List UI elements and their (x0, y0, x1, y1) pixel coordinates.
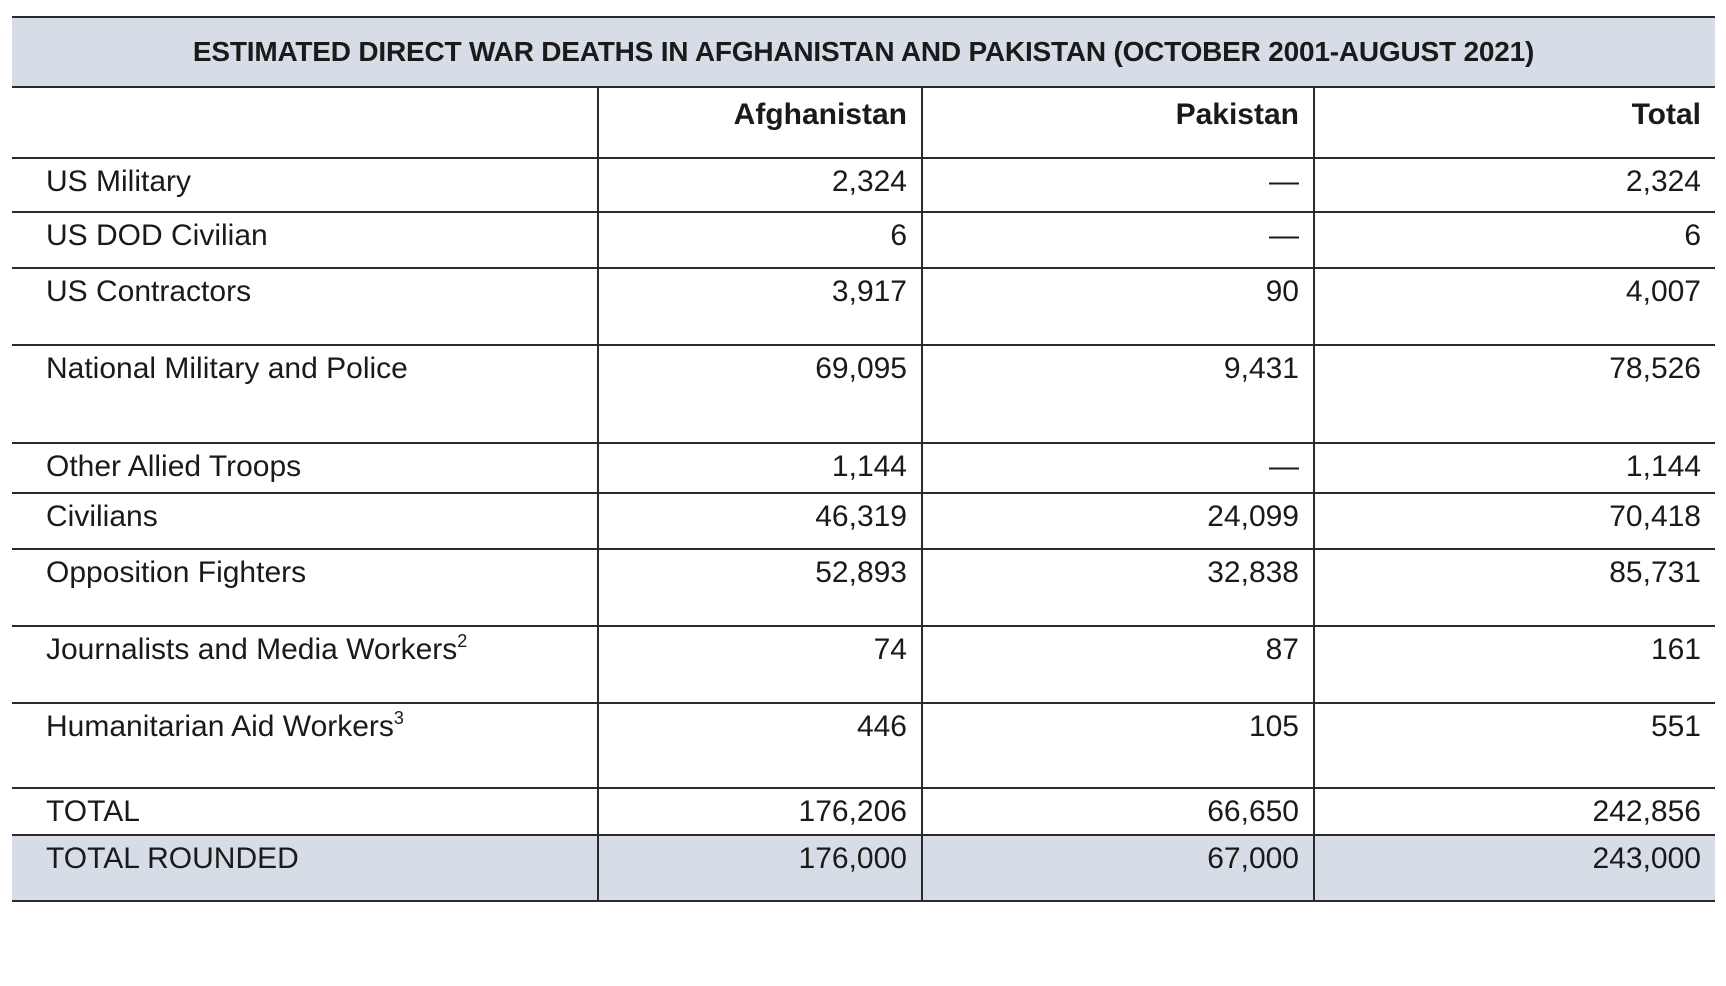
row-label-text: US Military (46, 165, 192, 198)
table-row: US DOD Civilian 6—6 (12, 211, 1715, 269)
table-row: Civilians 46,319 24,099 70,418 (12, 492, 1715, 550)
row-label-text: TOTAL (46, 795, 140, 828)
cell-pakistan: 87 (921, 625, 1315, 704)
table-row: US Military 2,324—2,324 (12, 157, 1715, 213)
cell-total: 243,000 (1313, 834, 1715, 902)
row-label: Journalists and Media Workers2 (12, 625, 599, 704)
row-label: Humanitarian Aid Workers3 (12, 702, 599, 789)
cell-afghanistan: 74 (597, 625, 923, 704)
row-label-text: Humanitarian Aid Workers (46, 710, 394, 743)
cell-total: 70,418 (1313, 492, 1715, 550)
column-header-afghanistan: Afghanistan (597, 86, 923, 159)
row-label-text: TOTAL ROUNDED (46, 842, 299, 875)
cell-afghanistan: 3,917 (597, 267, 923, 346)
table-row: Journalists and Media Workers2 74 87 161 (12, 625, 1715, 704)
cell-total: 551 (1313, 702, 1715, 789)
cell-pakistan: 67,000 (921, 834, 1315, 902)
cell-pakistan: — (921, 442, 1315, 494)
row-label: US Contractors (12, 267, 599, 346)
row-label: TOTAL ROUNDED (12, 834, 599, 902)
row-label-text: US DOD Civilian (46, 219, 268, 252)
cell-total: 2,324 (1313, 157, 1715, 213)
cell-total: 161 (1313, 625, 1715, 704)
row-label-text: US Contractors (46, 275, 252, 308)
row-label: Civilians (12, 492, 599, 550)
cell-afghanistan: 1,144 (597, 442, 923, 494)
cell-afghanistan: 2,324 (597, 157, 923, 213)
table-title: ESTIMATED DIRECT WAR DEATHS IN AFGHANIST… (12, 16, 1715, 88)
row-label: Opposition Fighters (12, 548, 599, 627)
cell-pakistan: 32,838 (921, 548, 1315, 627)
cell-pakistan: 66,650 (921, 787, 1315, 836)
war-deaths-table: ESTIMATED DIRECT WAR DEATHS IN AFGHANIST… (12, 16, 1715, 902)
cell-pakistan: 90 (921, 267, 1315, 346)
table-row: Humanitarian Aid Workers3 446 105 551 (12, 702, 1715, 789)
cell-afghanistan: 52,893 (597, 548, 923, 627)
footnote-marker: 2 (457, 631, 468, 651)
cell-afghanistan: 176,206 (597, 787, 923, 836)
table-row: US Contractors 3,917 90 4,007 (12, 267, 1715, 346)
row-label-text: Opposition Fighters (46, 556, 307, 589)
row-label: Other Allied Troops (12, 442, 599, 494)
cell-pakistan: 24,099 (921, 492, 1315, 550)
footnote-marker: 3 (393, 708, 404, 728)
cell-afghanistan: 446 (597, 702, 923, 789)
cell-total: 242,856 (1313, 787, 1715, 836)
cell-total: 4,007 (1313, 267, 1715, 346)
cell-afghanistan: 69,095 (597, 344, 923, 444)
row-label: US DOD Civilian (12, 211, 599, 269)
table-row: Opposition Fighters 52,893 32,838 85,731 (12, 548, 1715, 627)
table-row: Other Allied Troops 1,144—1,144 (12, 442, 1715, 494)
row-label: TOTAL (12, 787, 599, 836)
cell-pakistan: 9,431 (921, 344, 1315, 444)
table-row: National Military and Police 69,095 9,431 7… (12, 344, 1715, 444)
table-row: TOTAL ROUNDED 176,000 67,000 243,000 (12, 834, 1715, 902)
row-label-text: Journalists and Media Workers (46, 633, 458, 666)
cell-total: 6 (1313, 211, 1715, 269)
column-header-pakistan: Pakistan (921, 86, 1315, 159)
table-row: TOTAL 176,206 66,650 242,856 (12, 787, 1715, 836)
cell-total: 78,526 (1313, 344, 1715, 444)
row-label: National Military and Police (12, 344, 599, 444)
cell-afghanistan: 46,319 (597, 492, 923, 550)
row-label-text: Civilians (46, 500, 158, 533)
cell-total: 85,731 (1313, 548, 1715, 627)
cell-pakistan: — (921, 211, 1315, 269)
cell-pakistan: — (921, 157, 1315, 213)
cell-afghanistan: 176,000 (597, 834, 923, 902)
cell-total: 1,144 (1313, 442, 1715, 494)
cell-afghanistan: 6 (597, 211, 923, 269)
row-label: US Military (12, 157, 599, 213)
cell-pakistan: 105 (921, 702, 1315, 789)
row-label-text: National Military and Police (46, 352, 408, 385)
column-header-category (12, 86, 599, 159)
row-label-text: Other Allied Troops (46, 450, 302, 483)
column-header-total: Total (1313, 86, 1715, 159)
